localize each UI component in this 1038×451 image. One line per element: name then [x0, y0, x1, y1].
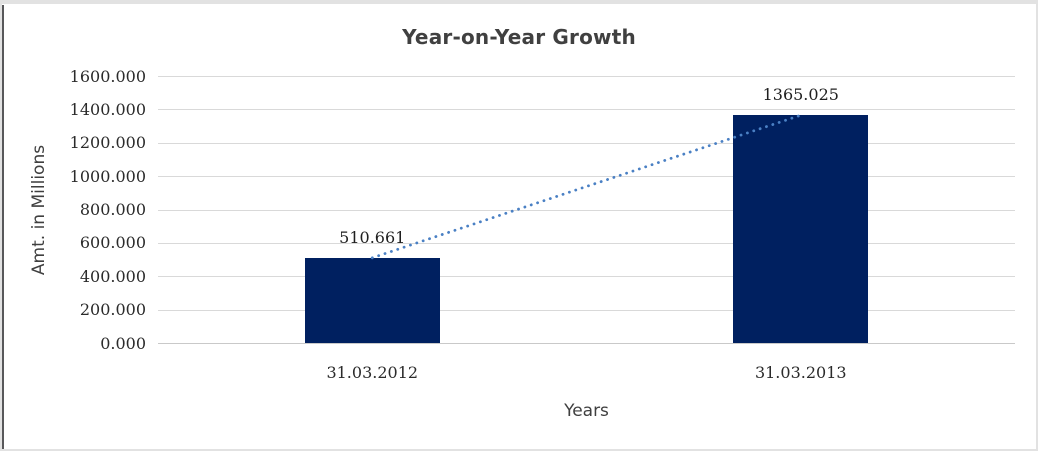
frame-border-left-dark — [2, 5, 4, 449]
frame-border-bottom — [2, 449, 1038, 451]
y-axis-tick-label: 1000.000 — [69, 166, 146, 186]
y-axis-tick-label: 200.000 — [79, 300, 146, 320]
data-label: 1365.025 — [762, 85, 839, 105]
frame-border-right — [1036, 4, 1038, 451]
y-axis-tick-label: 600.000 — [79, 233, 146, 253]
y-axis-tick-label: 0.000 — [100, 333, 146, 353]
gridline — [158, 309, 1015, 311]
x-axis-category-label: 31.03.2012 — [326, 363, 419, 382]
gridline — [158, 76, 1015, 77]
gridline — [158, 209, 1015, 211]
frame-border-left-light — [0, 0, 2, 451]
gridline — [158, 276, 1015, 278]
y-axis-tick-label: 1200.000 — [69, 133, 146, 153]
frame-border-top — [0, 0, 1038, 4]
gridline — [158, 176, 1015, 178]
bar-31.03.2013[interactable] — [733, 115, 869, 343]
x-axis-category-label: 31.03.2013 — [754, 363, 847, 382]
x-axis-title: Years — [564, 401, 609, 421]
gridline — [158, 242, 1015, 244]
x-axis-line — [158, 343, 1015, 344]
y-axis-tick-label: 1400.000 — [69, 99, 146, 119]
chart-title: Year-on-Year Growth — [402, 25, 636, 49]
y-axis-tick-label: 400.000 — [79, 266, 146, 286]
y-axis-tick-label: 1600.000 — [69, 66, 146, 86]
y-axis-tick-label: 800.000 — [79, 200, 146, 219]
gridline — [158, 142, 1015, 144]
bar-31.03.2012[interactable] — [304, 257, 440, 343]
gridline — [158, 109, 1015, 111]
data-label: 510.661 — [339, 227, 406, 247]
